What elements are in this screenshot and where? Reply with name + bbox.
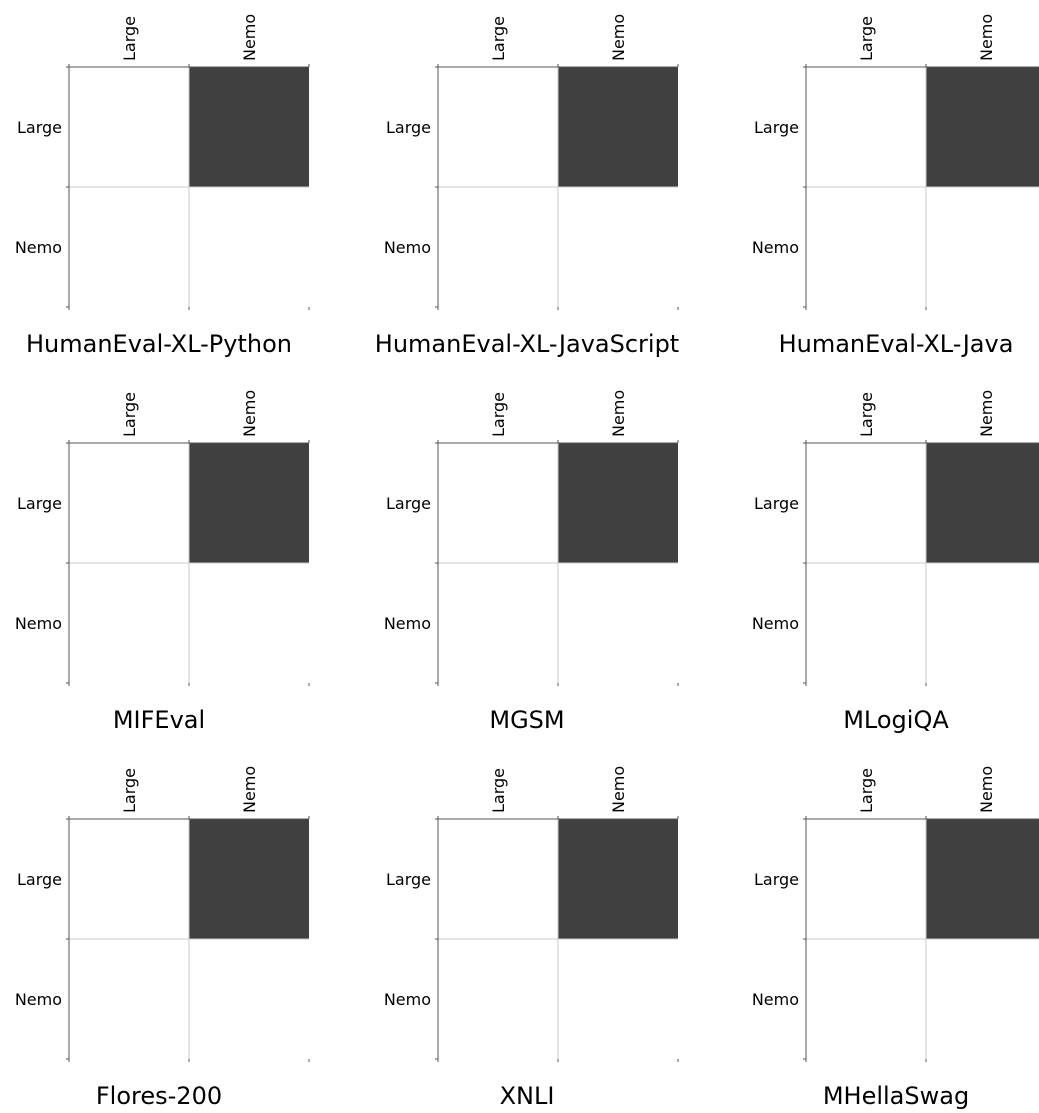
heatmap-panel: Large Nemo Large Nemo HumanEval-XL-Java <box>752 14 1039 358</box>
heatmap-cell <box>189 563 309 683</box>
heatmap-cell <box>806 819 926 939</box>
chart-title: HumanEval-XL-Java <box>779 330 1014 358</box>
column-tick-label: Nemo <box>609 390 628 437</box>
heatmap-cell <box>189 443 309 563</box>
heatmap-cell <box>438 67 558 187</box>
row-tick-label: Nemo <box>15 238 62 257</box>
row-tick-label: Large <box>17 870 62 889</box>
column-tick-label: Large <box>489 16 508 61</box>
heatmap-cell <box>926 939 1039 1059</box>
column-tick-label: Nemo <box>240 766 259 813</box>
column-tick-label: Nemo <box>609 14 628 61</box>
heatmap-panel: Large Nemo Large Nemo Flores-200 <box>15 766 310 1110</box>
row-tick-label: Large <box>754 118 799 137</box>
heatmap-panel: Large Nemo Large Nemo MGSM <box>384 390 679 734</box>
heatmap-cell <box>438 563 558 683</box>
row-tick-label: Nemo <box>15 990 62 1009</box>
heatmap-cell <box>69 939 189 1059</box>
heatmap-panel: Large Nemo Large Nemo MLogiQA <box>752 390 1039 734</box>
column-tick-label: Large <box>120 392 139 437</box>
column-tick-label: Nemo <box>977 14 996 61</box>
heatmap-cell <box>69 443 189 563</box>
row-tick-label: Large <box>386 870 431 889</box>
heatmap-cell <box>806 443 926 563</box>
row-tick-label: Nemo <box>384 238 431 257</box>
row-tick-label: Large <box>754 494 799 513</box>
column-tick-label: Nemo <box>609 766 628 813</box>
heatmap-cell <box>438 443 558 563</box>
column-tick-label: Large <box>120 16 139 61</box>
heatmap-cell <box>438 939 558 1059</box>
heatmap-cell <box>926 67 1039 187</box>
row-tick-label: Large <box>386 118 431 137</box>
heatmap-cell <box>69 819 189 939</box>
chart-title: HumanEval-XL-Python <box>26 330 292 358</box>
heatmap-panel: Large Nemo Large Nemo MHellaSwag <box>752 766 1039 1110</box>
heatmap-cell <box>438 819 558 939</box>
column-tick-label: Nemo <box>977 766 996 813</box>
heatmap-cell <box>806 939 926 1059</box>
heatmap-cell <box>69 67 189 187</box>
column-tick-label: Large <box>489 768 508 813</box>
column-tick-label: Large <box>857 16 876 61</box>
heatmap-cell <box>438 187 558 307</box>
heatmap-cell <box>189 819 309 939</box>
row-tick-label: Large <box>17 494 62 513</box>
heatmap-cell <box>558 443 678 563</box>
row-tick-label: Large <box>754 870 799 889</box>
row-tick-label: Large <box>386 494 431 513</box>
heatmap-cell <box>926 819 1039 939</box>
row-tick-label: Large <box>17 118 62 137</box>
heatmap-cell <box>189 187 309 307</box>
heatmap-cell <box>558 819 678 939</box>
heatmap-cell <box>926 443 1039 563</box>
heatmap-cell <box>806 563 926 683</box>
row-tick-label: Nemo <box>384 614 431 633</box>
column-tick-label: Large <box>120 768 139 813</box>
chart-title: MLogiQA <box>843 706 949 734</box>
chart-title: MIFEval <box>113 706 205 734</box>
heatmap-cell <box>806 187 926 307</box>
chart-title: Flores-200 <box>96 1082 222 1110</box>
heatmap-cell <box>558 187 678 307</box>
heatmap-cell <box>806 67 926 187</box>
row-tick-label: Nemo <box>384 990 431 1009</box>
heatmap-cell <box>926 563 1039 683</box>
heatmap-cell <box>69 187 189 307</box>
heatmap-cell <box>926 187 1039 307</box>
row-tick-label: Nemo <box>752 238 799 257</box>
heatmap-cell <box>558 67 678 187</box>
chart-title: MHellaSwag <box>823 1082 969 1110</box>
heatmap-cell <box>189 67 309 187</box>
heatmap-panel: Large Nemo Large Nemo MIFEval <box>15 390 310 734</box>
heatmap-cell <box>558 939 678 1059</box>
heatmap-cell <box>189 939 309 1059</box>
row-tick-label: Nemo <box>15 614 62 633</box>
row-tick-label: Nemo <box>752 990 799 1009</box>
column-tick-label: Nemo <box>977 390 996 437</box>
heatmap-cell <box>558 563 678 683</box>
row-tick-label: Nemo <box>752 614 799 633</box>
chart-title: MGSM <box>489 706 564 734</box>
chart-title: HumanEval-XL-JavaScript <box>375 330 679 358</box>
column-tick-label: Nemo <box>240 14 259 61</box>
heatmap-cell <box>69 563 189 683</box>
heatmap-panel: Large Nemo Large Nemo HumanEval-XL-JavaScrip… <box>375 14 679 358</box>
column-tick-label: Large <box>489 392 508 437</box>
column-tick-label: Nemo <box>240 390 259 437</box>
column-tick-label: Large <box>857 392 876 437</box>
heatmap-panel: Large Nemo Large Nemo XNLI <box>384 766 679 1110</box>
chart-title: XNLI <box>500 1082 555 1110</box>
heatmap-panel: Large Nemo Large Nemo HumanEval-XL-Python <box>15 14 310 358</box>
column-tick-label: Large <box>857 768 876 813</box>
